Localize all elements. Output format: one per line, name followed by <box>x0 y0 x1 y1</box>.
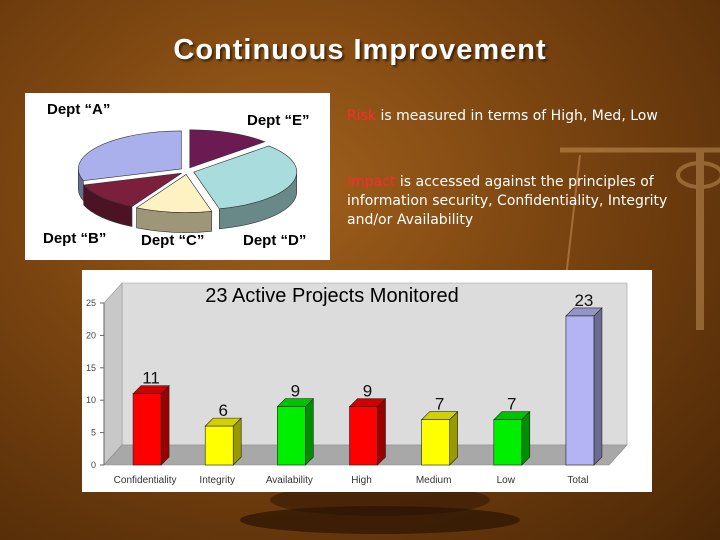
pie-slice-3 <box>83 172 182 207</box>
data-label-high: 9 <box>363 382 372 401</box>
y-tick-label: 10 <box>86 395 96 405</box>
chart-side-wall <box>103 282 123 466</box>
pie-label-dept-a: Dept “A” <box>47 101 111 118</box>
bar-low <box>493 410 531 466</box>
bar-chart: 0 5 10 15 20 25 23 Active Projects Monitored 11… <box>86 282 628 486</box>
pie-chart-panel: Dept “A” Dept “B” Dept “C” Dept “D” Dept… <box>25 93 330 260</box>
pie-slice-4 <box>78 130 182 182</box>
bar-chart-panel: 0 5 10 15 20 25 23 Active Projects Monitored 11… <box>82 270 652 492</box>
impact-highlight: Impact <box>347 174 396 190</box>
x-tick-label-total: Total <box>567 475 588 486</box>
bar-confidentiality <box>132 384 170 466</box>
x-tick-label-low: Low <box>497 475 516 486</box>
y-tick-label: 15 <box>86 363 96 373</box>
pie-chart <box>78 129 298 233</box>
data-label-availability: 9 <box>291 382 300 401</box>
pie-slice-0 <box>189 129 266 169</box>
bar-chart-title: 23 Active Projects Monitored <box>205 285 458 307</box>
data-label-medium: 7 <box>435 395 444 414</box>
bar-total <box>565 307 603 466</box>
pie-label-dept-b: Dept “B” <box>43 230 107 247</box>
bar-medium <box>420 410 459 466</box>
pie-slice-2 <box>135 174 213 213</box>
x-tick-label-confidentiality: Confidentiality <box>114 475 177 486</box>
pie-slice-1 <box>193 145 297 210</box>
bar-high <box>348 397 387 466</box>
impact-note-text: is accessed against the principles of in… <box>347 174 668 228</box>
pie-label-dept-e: Dept “E” <box>247 112 310 129</box>
y-tick-label: 5 <box>91 428 96 438</box>
x-tick-label-availability: Availability <box>266 475 313 486</box>
risk-note-text: is measured in terms of High, Med, Low <box>376 108 658 124</box>
y-tick-label: 20 <box>86 330 96 340</box>
data-label-low: 7 <box>507 395 516 414</box>
data-label-integrity: 6 <box>218 401 227 420</box>
slide-title: Continuous Improvement <box>173 34 547 66</box>
x-tick-label-high: High <box>351 475 372 486</box>
data-label-confidentiality: 11 <box>142 369 160 388</box>
risk-highlight: Risk <box>347 108 377 124</box>
x-tick-label-medium: Medium <box>416 475 452 486</box>
impact-note: Impact is accessed against the principle… <box>347 173 687 230</box>
y-tick-label: 0 <box>91 460 96 470</box>
risk-note: Risk is measured in terms of High, Med, … <box>347 107 687 126</box>
bar-integrity <box>204 417 242 466</box>
pie-label-dept-d: Dept “D” <box>243 232 307 249</box>
x-tick-label-integrity: Integrity <box>199 475 235 486</box>
pie-label-dept-c: Dept “C” <box>141 232 205 249</box>
y-tick-label: 25 <box>86 298 96 308</box>
data-label-total: 23 <box>574 291 593 310</box>
bar-availability <box>276 397 315 466</box>
